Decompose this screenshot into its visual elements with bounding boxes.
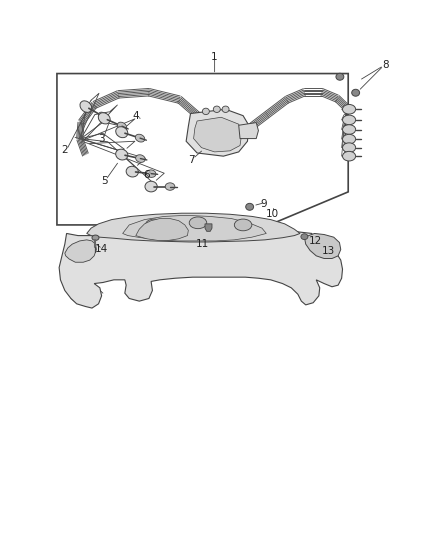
Polygon shape: [194, 117, 242, 152]
Ellipse shape: [343, 125, 356, 134]
Ellipse shape: [343, 143, 356, 152]
Polygon shape: [59, 227, 343, 308]
Ellipse shape: [145, 181, 157, 192]
Ellipse shape: [116, 127, 128, 138]
Polygon shape: [123, 215, 266, 241]
Text: 12: 12: [309, 236, 322, 246]
Ellipse shape: [222, 106, 229, 112]
Text: 14: 14: [95, 245, 108, 254]
Ellipse shape: [343, 134, 356, 144]
Ellipse shape: [98, 112, 110, 124]
Ellipse shape: [136, 155, 145, 163]
Polygon shape: [205, 224, 212, 231]
Text: 7: 7: [188, 155, 195, 165]
Ellipse shape: [80, 101, 92, 112]
Text: 3: 3: [98, 134, 105, 143]
Text: 10: 10: [266, 209, 279, 219]
Ellipse shape: [343, 104, 356, 114]
Ellipse shape: [202, 108, 209, 115]
Text: 6: 6: [143, 170, 150, 180]
Ellipse shape: [99, 112, 108, 120]
Text: 13: 13: [322, 246, 335, 255]
Text: 11: 11: [196, 239, 209, 249]
Polygon shape: [186, 109, 249, 156]
Ellipse shape: [92, 235, 99, 240]
Ellipse shape: [116, 149, 128, 160]
Text: 4: 4: [132, 111, 139, 121]
Text: 2: 2: [61, 146, 68, 155]
Ellipse shape: [336, 74, 344, 80]
Polygon shape: [87, 213, 300, 242]
Polygon shape: [57, 74, 348, 225]
Ellipse shape: [352, 90, 360, 96]
Polygon shape: [239, 123, 258, 139]
Polygon shape: [136, 219, 188, 240]
Ellipse shape: [146, 170, 156, 177]
Polygon shape: [304, 233, 341, 259]
Ellipse shape: [117, 122, 127, 130]
Ellipse shape: [246, 204, 254, 211]
Ellipse shape: [145, 219, 163, 231]
Ellipse shape: [189, 217, 207, 229]
Text: 1: 1: [211, 52, 218, 62]
Text: 5: 5: [101, 176, 108, 186]
Ellipse shape: [343, 115, 356, 125]
Text: 9: 9: [260, 199, 267, 208]
Ellipse shape: [301, 233, 308, 239]
Ellipse shape: [213, 106, 220, 112]
Ellipse shape: [343, 151, 356, 161]
Text: 8: 8: [382, 60, 389, 70]
Polygon shape: [65, 240, 96, 262]
Ellipse shape: [165, 183, 175, 190]
Ellipse shape: [135, 134, 145, 142]
Ellipse shape: [234, 219, 252, 231]
Ellipse shape: [126, 166, 138, 177]
